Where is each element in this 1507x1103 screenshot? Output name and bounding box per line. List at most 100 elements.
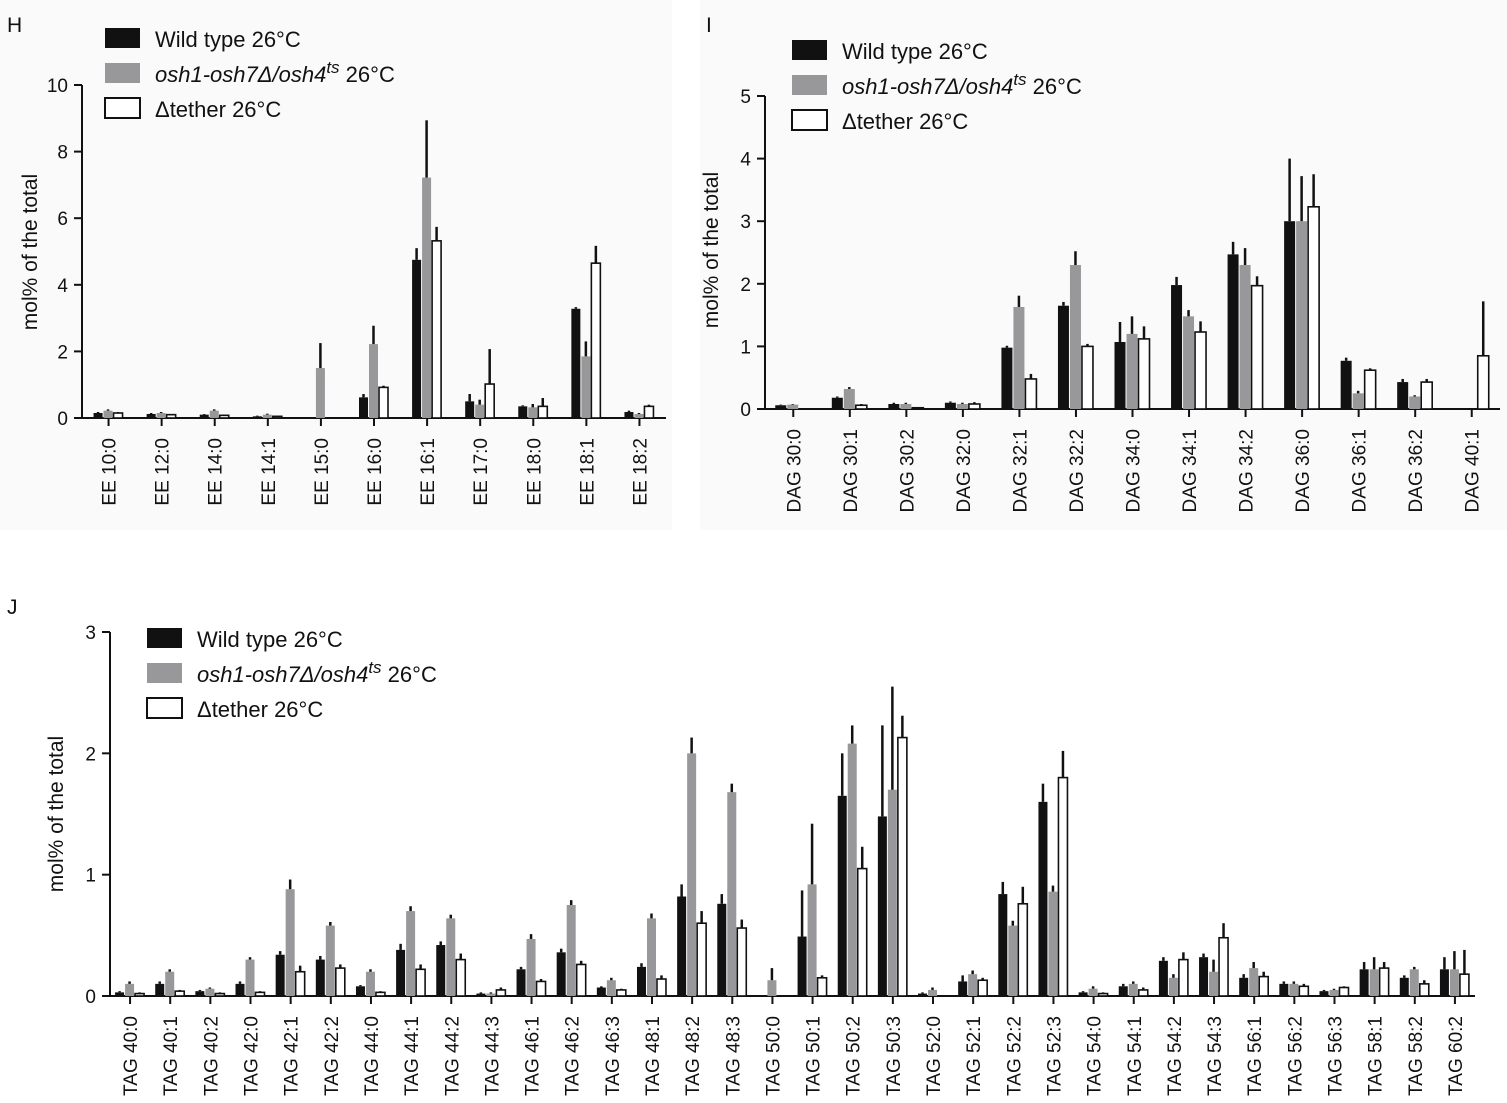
x-tick-label: EE 12:0	[153, 438, 174, 506]
y-tick-label: 3	[740, 212, 751, 233]
bar	[174, 990, 186, 997]
x-tick-label: TAG 60:2	[1446, 1016, 1467, 1096]
bar	[556, 952, 566, 996]
y-tick-label: 5	[740, 87, 751, 108]
x-tick-label: TAG 50:1	[804, 1016, 825, 1096]
bar	[1250, 284, 1264, 410]
x-tick-label: EE 16:0	[365, 438, 386, 506]
bar	[616, 989, 627, 997]
bar	[1017, 902, 1029, 997]
panel-i-chart: I mol% of the total 0 1 2 3 4 5 DAG 30:0 DAG 30…	[700, 0, 1507, 530]
x-tick-label: TAG 50:2	[844, 1016, 865, 1096]
bar	[1008, 925, 1018, 996]
bar	[446, 918, 456, 996]
x-tick-label: DAG 32:0	[954, 429, 975, 512]
legend-swatch	[105, 63, 140, 83]
bar	[897, 736, 908, 997]
y-tick-label: 0	[740, 400, 751, 421]
legend-label: Δtether 26°C	[155, 97, 281, 122]
bar	[436, 945, 446, 996]
bar	[1128, 983, 1138, 996]
legend-swatch	[792, 75, 827, 95]
bar	[1363, 369, 1377, 410]
bar	[918, 993, 928, 996]
bar	[1439, 969, 1449, 996]
bar	[767, 980, 777, 996]
panel-h-background	[0, 0, 672, 530]
bar	[958, 981, 968, 996]
bar	[1137, 338, 1151, 410]
bar	[528, 407, 538, 418]
x-tick-label: EE 16:1	[418, 438, 439, 506]
bar	[294, 970, 306, 997]
bar	[103, 410, 113, 418]
bar	[375, 991, 386, 997]
bar	[422, 177, 432, 418]
x-tick-label: DAG 34:2	[1237, 429, 1258, 512]
bar	[1397, 382, 1409, 409]
x-tick-label: TAG 46:3	[603, 1016, 624, 1096]
bar	[1459, 973, 1470, 997]
legend-swatch	[105, 28, 140, 48]
x-tick-label: EE 14:1	[259, 438, 280, 506]
bar	[475, 404, 485, 418]
legend-swatch	[146, 697, 183, 719]
x-tick-label: TAG 58:1	[1366, 1016, 1387, 1096]
bar	[928, 989, 938, 996]
bar	[378, 386, 389, 419]
bar	[245, 959, 255, 996]
legend-label: Wild type 26°C	[197, 627, 343, 652]
legend-swatch	[792, 40, 827, 60]
y-tick-label: 2	[740, 275, 751, 296]
bar	[1218, 936, 1229, 997]
bar	[581, 356, 591, 418]
x-tick-label: EE 10:0	[100, 438, 121, 506]
bar	[134, 992, 145, 997]
y-tick-label: 4	[740, 150, 751, 171]
bar	[1194, 331, 1207, 410]
x-tick-label: TAG 40:1	[161, 1016, 182, 1096]
bar	[1239, 977, 1249, 996]
bar	[165, 971, 175, 996]
bar	[415, 968, 426, 997]
bar	[93, 413, 103, 418]
bar	[369, 344, 378, 418]
x-tick-label: DAG 32:2	[1067, 429, 1088, 512]
panel-i-y-axis-title: mol% of the total	[700, 172, 723, 328]
panel-h-y-axis-title: mol% of the total	[19, 174, 42, 330]
bar	[807, 884, 817, 996]
bar	[1048, 891, 1058, 996]
bar	[1209, 971, 1219, 996]
bar	[155, 983, 165, 996]
x-tick-label: DAG 30:1	[841, 429, 862, 512]
bar	[1476, 354, 1490, 410]
x-tick-label: DAG 30:2	[897, 429, 918, 512]
panel-h-label: H	[7, 14, 22, 37]
legend-swatch	[147, 663, 182, 683]
bar	[877, 816, 887, 996]
bar	[1399, 977, 1409, 996]
bar	[1329, 989, 1339, 996]
bar	[165, 413, 177, 419]
x-tick-label: TAG 42:0	[242, 1016, 263, 1096]
bar	[285, 889, 295, 996]
bar	[1307, 206, 1320, 410]
bar	[156, 413, 166, 418]
x-tick-label: TAG 44:3	[482, 1016, 503, 1096]
bar	[1279, 983, 1289, 996]
legend-swatch	[791, 109, 828, 131]
y-tick-label: 3	[85, 623, 96, 644]
bar	[484, 383, 495, 419]
legend-label: Wild type 26°C	[842, 39, 988, 64]
bar	[998, 894, 1008, 996]
bar	[355, 986, 365, 996]
bar	[465, 401, 475, 418]
x-tick-label: EE 18:0	[524, 438, 545, 506]
bar	[606, 980, 616, 996]
bar	[944, 402, 956, 409]
bar	[1296, 221, 1308, 409]
bar	[535, 980, 547, 997]
x-tick-label: TAG 56:2	[1285, 1016, 1306, 1096]
x-tick-label: TAG 44:0	[362, 1016, 383, 1096]
